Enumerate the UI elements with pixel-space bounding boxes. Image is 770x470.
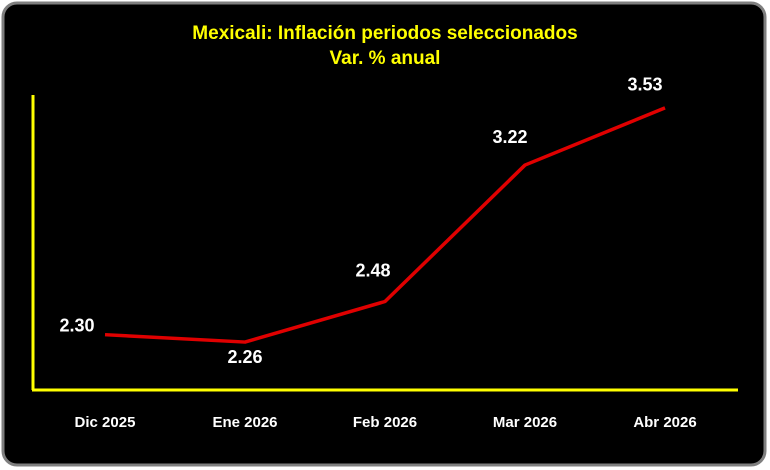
x-tick-label: Feb 2026 [353, 414, 417, 431]
x-tick-label: Mar 2026 [493, 414, 557, 431]
data-label: 3.22 [492, 127, 527, 147]
x-tick-label: Dic 2025 [75, 414, 136, 431]
data-label: 3.53 [627, 75, 662, 95]
x-tick-label: Abr 2026 [633, 414, 696, 431]
chart-title: Mexicali: Inflación periodos seleccionad… [192, 23, 577, 44]
x-tick-label: Ene 2026 [212, 414, 277, 431]
line-series [104, 106, 666, 344]
data-label: 2.48 [355, 260, 390, 280]
data-label: 2.30 [59, 315, 94, 335]
chart-subtitle: Var. % anual [330, 48, 441, 69]
data-label: 2.26 [227, 347, 262, 367]
